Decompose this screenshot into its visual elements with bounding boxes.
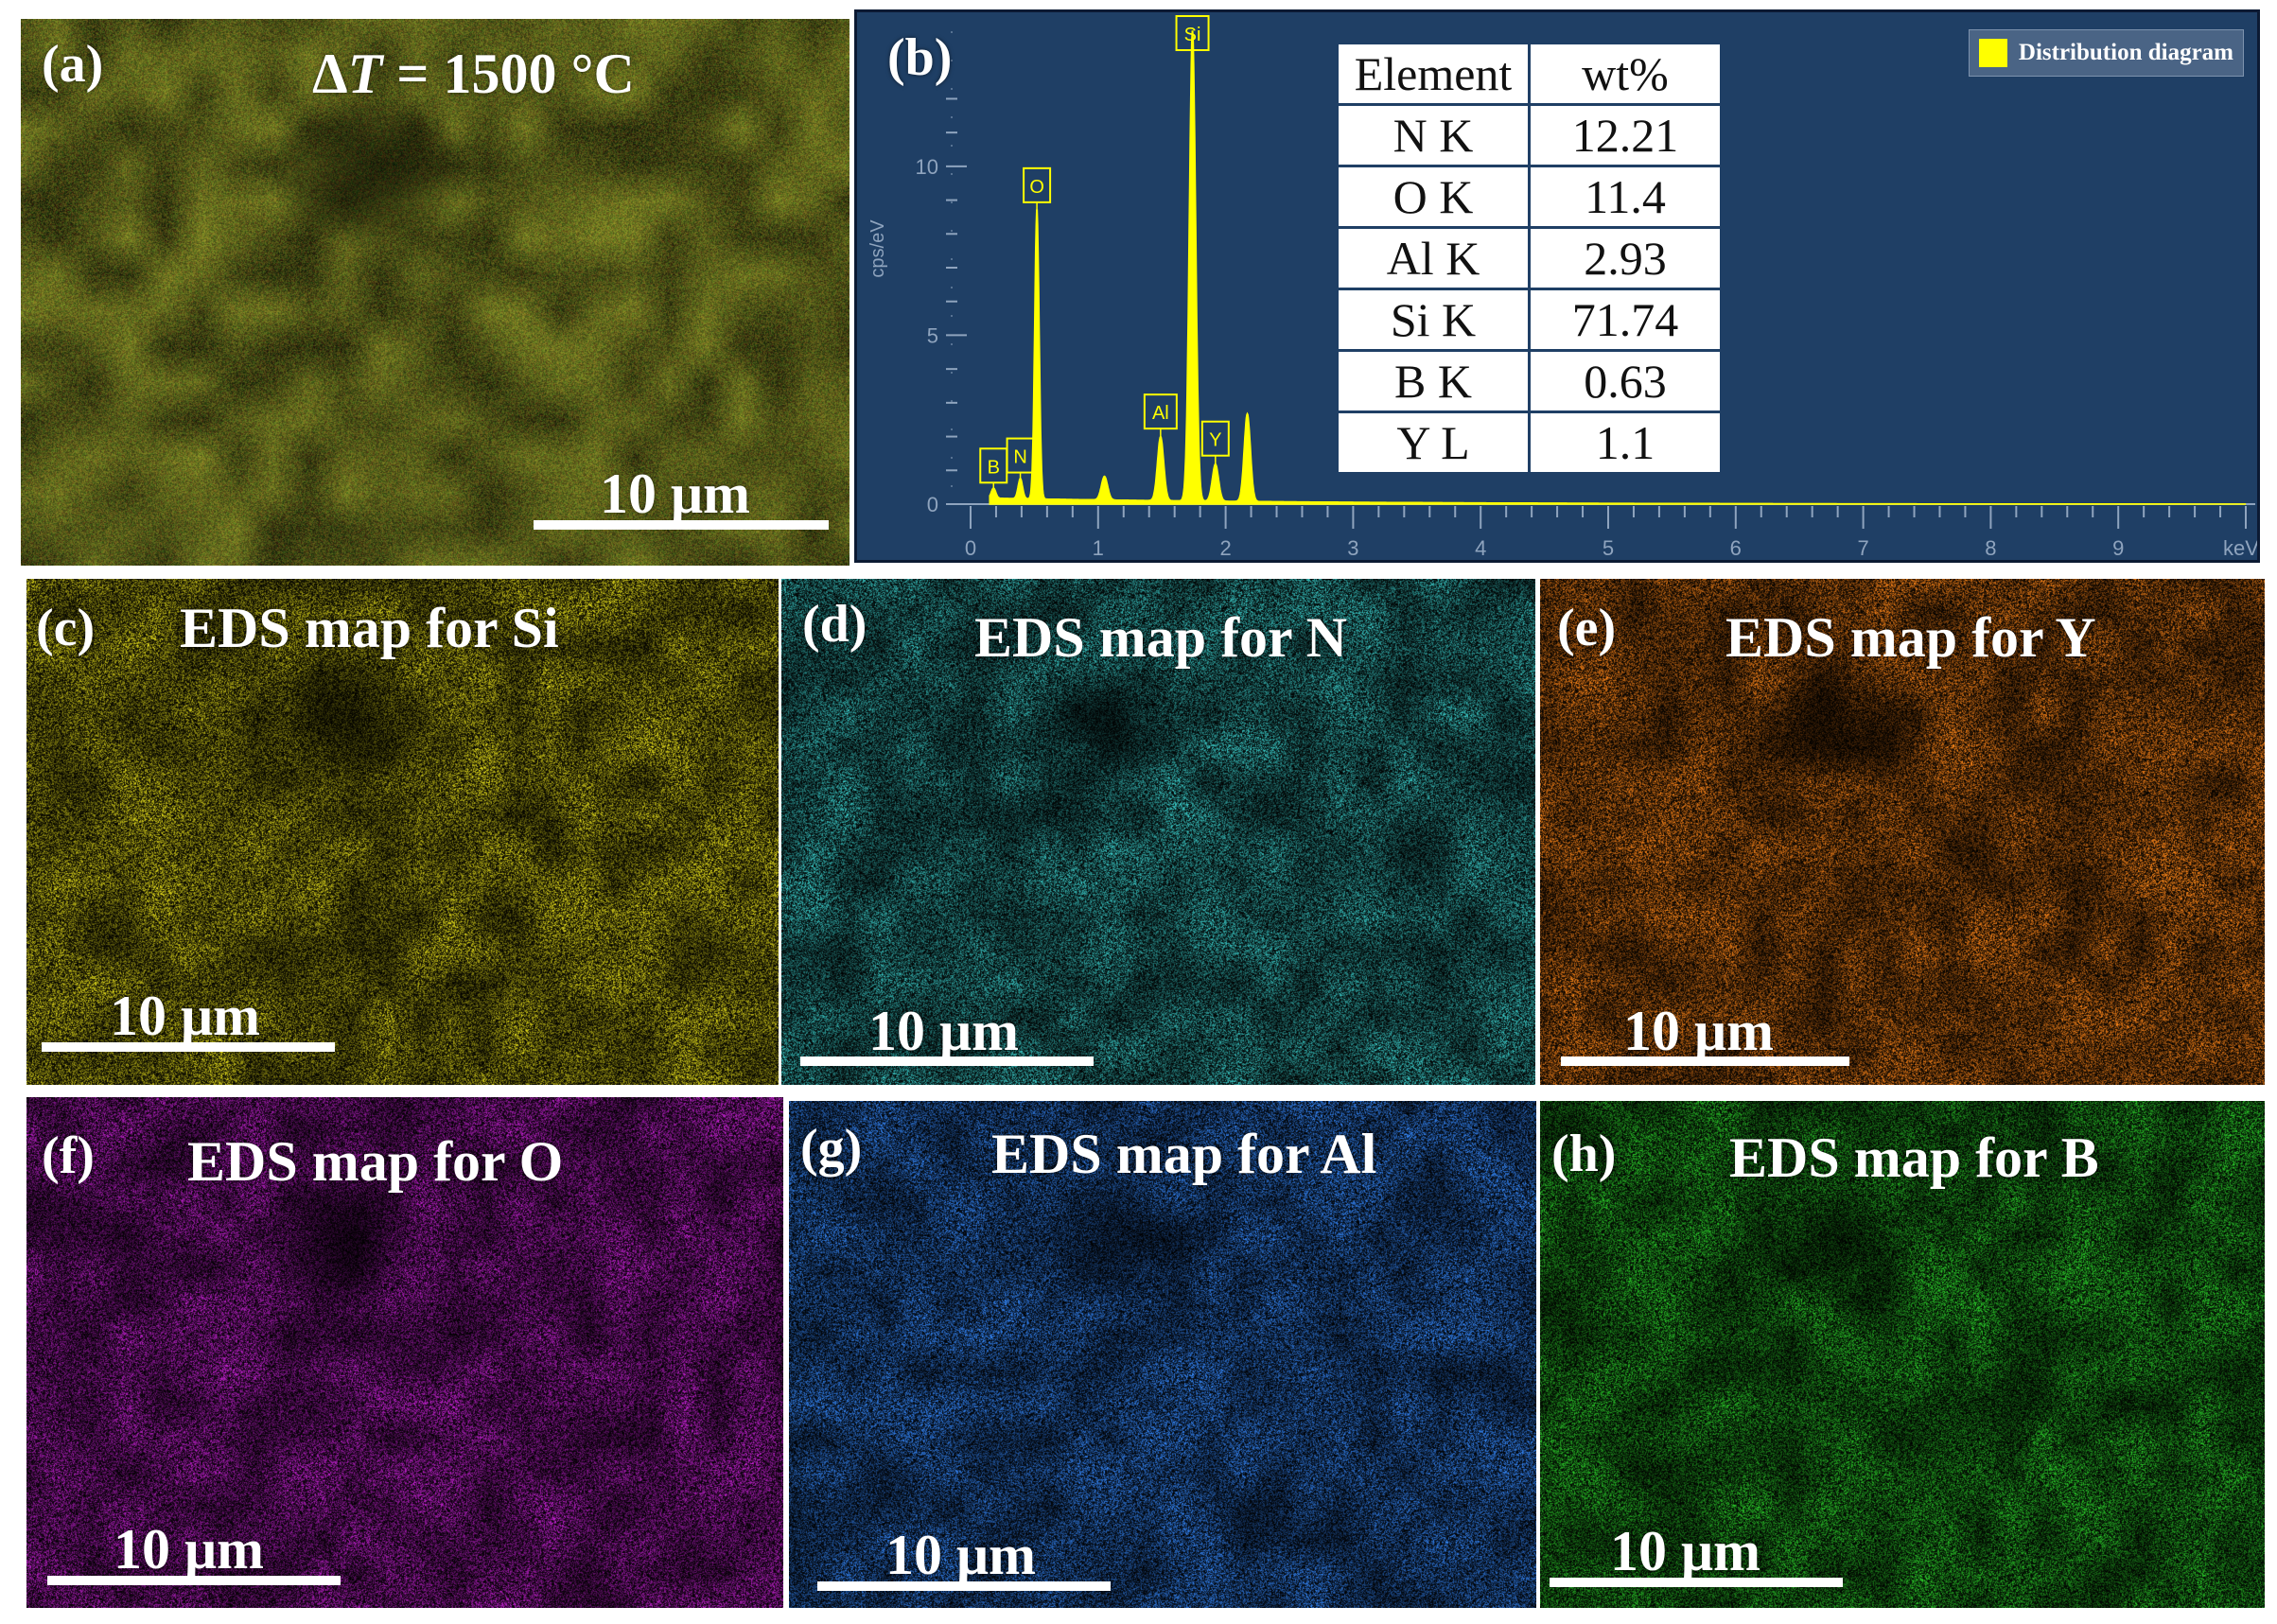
y-tick-label: 10 — [916, 155, 938, 179]
panel-a-sem-image: (a) ΔT = 1500 °C 10 μm — [21, 19, 849, 566]
scale-bar-label-a: 10 μm — [600, 465, 750, 522]
x-tick-label: 9 — [2112, 536, 2124, 560]
scale-bar-g — [817, 1581, 1111, 1591]
scale-bar-d — [800, 1056, 1094, 1066]
scale-bar-label-e: 10 μm — [1623, 1003, 1774, 1059]
x-tick-label: 1 — [1093, 536, 1104, 560]
y-tick-label: 5 — [927, 323, 938, 347]
table-cell-value: 11.4 — [1530, 166, 1722, 228]
table-header-wt: wt% — [1530, 44, 1722, 105]
scale-bar-label-f: 10 μm — [114, 1521, 264, 1578]
legend-swatch — [1979, 39, 2007, 67]
x-tick-label: 5 — [1603, 536, 1614, 560]
panel-h-title: EDS map for B — [1729, 1129, 2099, 1186]
panel-g-eds-map-al: (g) EDS map for Al 10 μm — [789, 1101, 1536, 1608]
table-header-row: Element wt% — [1338, 44, 1722, 105]
peak-label-y: Y — [1209, 430, 1221, 451]
panel-g-title: EDS map for Al — [991, 1126, 1376, 1182]
panel-label-a: (a) — [42, 38, 103, 91]
x-tick-label: 3 — [1347, 536, 1358, 560]
table-row: Al K 2.93 — [1338, 228, 1722, 289]
panel-h-eds-map-b: (h) EDS map for B 10 μm — [1540, 1101, 2265, 1608]
table-cell-element: Y L — [1338, 412, 1530, 474]
panel-label-e: (e) — [1557, 602, 1616, 655]
legend-text: Distribution diagram — [2019, 40, 2233, 66]
panel-e-eds-map-y: (e) EDS map for Y 10 μm — [1540, 579, 2265, 1085]
composition-table: Element wt% N K 12.21 O K 11.4 Al K 2.93… — [1336, 42, 1723, 475]
peak-label-o: O — [1029, 177, 1044, 198]
panel-label-d: (d) — [802, 598, 867, 651]
table-row: N K 12.21 — [1338, 105, 1722, 166]
table-cell-value: 2.93 — [1530, 228, 1722, 289]
peak-label-b: B — [988, 457, 1000, 478]
table-cell-value: 0.63 — [1530, 351, 1722, 412]
table-cell-element: O K — [1338, 166, 1530, 228]
table-row: Si K 71.74 — [1338, 289, 1722, 351]
panel-label-g: (g) — [800, 1122, 862, 1175]
scale-bar-label-c: 10 μm — [110, 987, 260, 1044]
scale-bar-a — [534, 520, 829, 530]
table-cell-element: Si K — [1338, 289, 1530, 351]
chart-legend: Distribution diagram — [1969, 29, 2244, 77]
table-header-element: Element — [1338, 44, 1530, 105]
table-cell-value: 71.74 — [1530, 289, 1722, 351]
y-axis-label: cps/eV — [867, 219, 888, 278]
panel-c-eds-map-si: (c) EDS map for Si 10 μm — [26, 579, 779, 1085]
x-tick-label: 2 — [1219, 536, 1231, 560]
x-tick-label: 0 — [965, 536, 976, 560]
scale-bar-label-g: 10 μm — [885, 1527, 1036, 1583]
peak-label-si: Si — [1184, 25, 1201, 45]
x-tick-label: 6 — [1730, 536, 1742, 560]
table-row: O K 11.4 — [1338, 166, 1722, 228]
table-cell-element: Al K — [1338, 228, 1530, 289]
panel-c-title: EDS map for Si — [180, 600, 559, 656]
x-tick-label: 8 — [1985, 536, 1996, 560]
peak-label-n: N — [1013, 447, 1026, 468]
table-cell-element: N K — [1338, 105, 1530, 166]
table-row: B K 0.63 — [1338, 351, 1722, 412]
y-tick-label: 0 — [927, 493, 938, 516]
x-tick-label: 7 — [1857, 536, 1868, 560]
scale-bar-label-h: 10 μm — [1610, 1523, 1760, 1580]
scale-bar-c — [42, 1042, 335, 1052]
panel-label-c: (c) — [36, 602, 95, 655]
panel-d-title: EDS map for N — [974, 609, 1347, 666]
panel-e-title: EDS map for Y — [1725, 609, 2096, 666]
panel-label-f: (f) — [42, 1129, 95, 1182]
scale-bar-e — [1561, 1056, 1849, 1066]
panel-label-h: (h) — [1551, 1127, 1616, 1180]
scale-bar-f — [47, 1576, 341, 1585]
peak-label-al: Al — [1152, 403, 1169, 424]
panel-f-title: EDS map for O — [187, 1133, 563, 1190]
scale-bar-h — [1550, 1578, 1843, 1587]
table-cell-value: 1.1 — [1530, 412, 1722, 474]
panel-f-eds-map-o: (f) EDS map for O 10 μm — [26, 1097, 783, 1608]
x-tick-label: 4 — [1475, 536, 1486, 560]
x-axis-label: keV — [2223, 536, 2257, 560]
panel-a-title: ΔT = 1500 °C — [312, 45, 635, 102]
table-cell-value: 12.21 — [1530, 105, 1722, 166]
scale-bar-label-d: 10 μm — [868, 1003, 1019, 1059]
panel-d-eds-map-n: (d) EDS map for N 10 μm — [781, 579, 1535, 1085]
table-row: Y L 1.1 — [1338, 412, 1722, 474]
table-cell-element: B K — [1338, 351, 1530, 412]
panel-label-b: (b) — [887, 31, 952, 84]
